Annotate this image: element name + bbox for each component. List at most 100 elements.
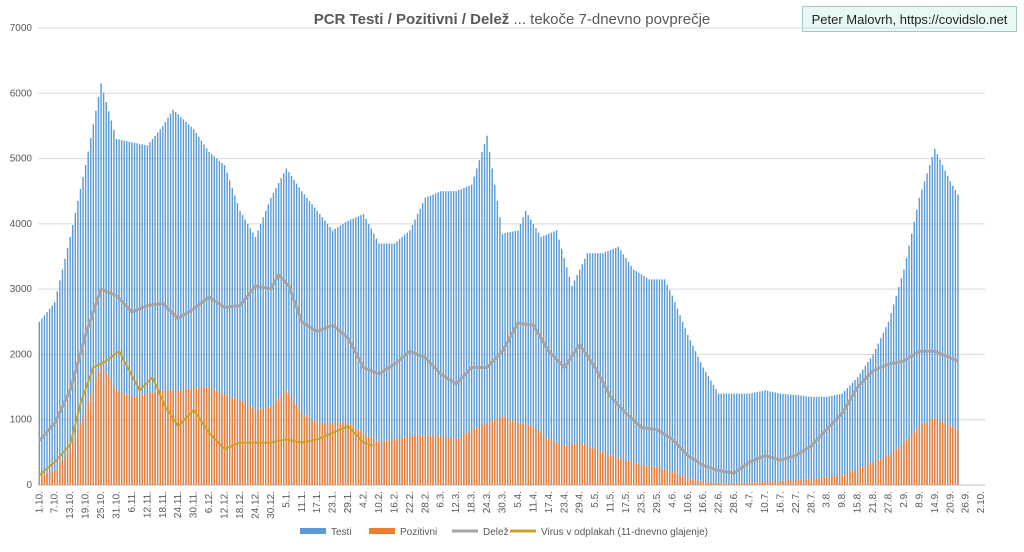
pozitivni-bar: [146, 393, 149, 485]
pozitivni-bar: [84, 409, 87, 485]
pozitivni-bar: [797, 480, 800, 485]
pozitivni-bar: [365, 434, 367, 485]
testi-bar: [486, 135, 488, 485]
testi-bar: [380, 243, 383, 485]
pozitivni-bar: [259, 408, 262, 485]
pozitivni-bar: [617, 457, 620, 485]
pozitivni-bar: [591, 448, 594, 485]
testi-bar: [854, 379, 856, 485]
delez-line-point: [409, 350, 411, 352]
pozitivni-bar: [334, 422, 336, 485]
pozitivni-bar: [882, 457, 885, 485]
legend: Testi Pozitivni Delež Virus v odplakah (11-…: [300, 527, 708, 538]
testi-bar: [905, 257, 908, 485]
pozitivni-bar: [172, 390, 174, 485]
testi-bar: [460, 189, 463, 486]
pozitivni-bar: [262, 408, 264, 485]
pozitivni-bar: [586, 445, 589, 485]
testi-bar: [723, 393, 725, 485]
pozitivni-bar: [72, 442, 74, 485]
pozitivni-bar: [869, 463, 872, 485]
pozitivni-bar: [735, 483, 738, 485]
testi-bar: [666, 284, 668, 485]
testi-bar: [280, 178, 282, 485]
testi-bar: [954, 190, 957, 485]
testi-bar: [131, 142, 133, 485]
pozitivni-bar: [808, 479, 810, 485]
delez-line-point: [795, 454, 797, 457]
testi-bar: [728, 393, 730, 485]
delez-line-point: [208, 296, 210, 298]
testi-bar: [339, 225, 342, 485]
pozitivni-bar: [849, 471, 851, 485]
pozitivni-bar: [692, 479, 694, 485]
testi-bar: [72, 224, 74, 485]
testi-bar: [890, 313, 892, 485]
testi-bar: [627, 261, 630, 485]
testi-bar: [882, 332, 885, 485]
virus-line-point: [285, 438, 288, 441]
testi-bar: [689, 340, 692, 485]
pozitivni-bar: [741, 483, 743, 485]
pozitivni-bar: [836, 475, 838, 485]
x-tick-label: 18.11.: [158, 491, 169, 518]
testi-bar: [743, 393, 746, 485]
delez-line-point: [84, 334, 87, 336]
testi-bar: [213, 156, 215, 485]
testi-bar: [172, 109, 174, 485]
testi-bar: [321, 217, 324, 486]
testi-bar: [43, 315, 46, 485]
pozitivni-bar: [349, 424, 352, 485]
pozitivni-bar: [308, 418, 311, 485]
virus-line-point: [316, 438, 319, 441]
pozitivni-bar: [597, 450, 599, 485]
virus-line-point: [192, 409, 195, 411]
virus-line-point: [270, 441, 272, 444]
testi-bar: [442, 191, 445, 485]
testi-bar: [769, 391, 771, 485]
testi-bar: [90, 137, 92, 485]
testi-bar: [288, 172, 290, 486]
testi-bar: [923, 181, 926, 485]
x-tick-label: 7.10.: [50, 491, 61, 513]
pozitivni-bar: [321, 422, 324, 485]
pozitivni-bar: [720, 483, 722, 485]
testi-bar: [651, 279, 653, 485]
testi-bar: [298, 187, 300, 485]
x-tick-label: 1.10.: [34, 491, 45, 513]
x-tick-label: 10.6.: [683, 491, 694, 513]
legend-label: Testi: [331, 527, 352, 538]
pozitivni-bar: [429, 435, 432, 485]
y-tick-label: 6000: [10, 88, 33, 99]
testi-bar: [362, 214, 365, 486]
pozitivni-bar: [218, 392, 221, 485]
testi-bar: [54, 302, 56, 485]
x-axis-ticks: 1.10. 7.10. 13.10. 19.10. 25.10. 31.10. 6.11. 1…: [34, 491, 987, 519]
testi-bar: [105, 101, 107, 485]
testi-bar: [120, 140, 123, 486]
testi-bar: [607, 251, 609, 485]
testi-bar: [694, 351, 697, 485]
testi-bar: [48, 308, 51, 485]
pozitivni-bar: [890, 453, 892, 485]
pozitivni-bar: [862, 466, 864, 485]
testi-bar: [952, 185, 954, 485]
pozitivni-bar: [630, 461, 632, 485]
pozitivni-bar: [92, 387, 95, 485]
testi-bar: [488, 152, 491, 486]
delez-line-point: [362, 366, 365, 369]
testi-bar: [316, 210, 318, 486]
testi-bar: [319, 214, 321, 486]
delez-line-point: [934, 350, 936, 352]
testi-bar: [761, 390, 764, 485]
delez-line-point: [131, 311, 133, 313]
pozitivni-bar: [342, 422, 344, 485]
testi-bar: [468, 185, 470, 485]
testi-bar: [367, 223, 370, 485]
pozitivni-bar: [41, 474, 43, 485]
testi-bar: [303, 194, 306, 485]
testi-bar: [195, 133, 197, 485]
delez-line-point: [903, 360, 905, 362]
x-tick-label: 23.1.: [328, 491, 339, 513]
gridlines: [38, 27, 985, 486]
